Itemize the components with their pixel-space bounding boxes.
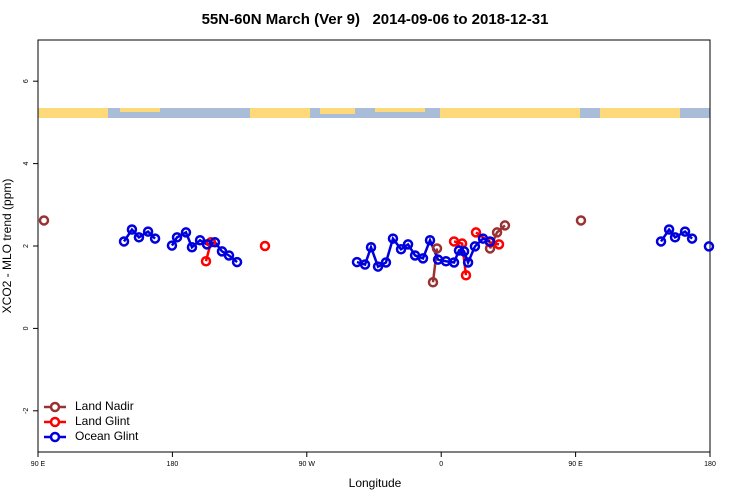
data-point (231, 256, 243, 268)
data-point (149, 233, 161, 244)
data-point (223, 250, 235, 261)
data-point (470, 227, 482, 238)
data-point (424, 234, 436, 246)
data-point (387, 233, 399, 244)
map-land (375, 108, 425, 112)
data-point (402, 239, 414, 250)
legend-label: Ocean Glint (75, 429, 139, 443)
x-tick-label: 180 (704, 461, 716, 468)
x-tick-label: 90 W (299, 461, 316, 468)
data-point (453, 245, 465, 256)
legend-label: Land Nadir (75, 399, 134, 413)
x-tick-label: 0 (439, 461, 443, 468)
data-point (575, 215, 587, 226)
data-point (142, 226, 154, 237)
data-point (126, 224, 138, 235)
y-tick-label: 6 (23, 79, 30, 83)
y-tick-label: 0 (23, 326, 30, 330)
series-line (124, 230, 709, 267)
data-point (209, 237, 221, 248)
map-land (120, 108, 160, 112)
y-tick-label: 4 (23, 162, 30, 166)
data-point (431, 243, 443, 254)
data-point (462, 257, 474, 268)
data-point (180, 227, 192, 238)
data-point (679, 226, 691, 237)
data-point (448, 257, 460, 268)
data-point (395, 244, 407, 255)
x-axis-label: Longitude (349, 476, 402, 490)
map-land (250, 108, 310, 118)
legend-marker (49, 431, 61, 443)
map-land (38, 108, 108, 118)
data-point (460, 270, 472, 281)
y-tick-label: -2 (23, 408, 30, 414)
data-point (484, 236, 496, 247)
data-point (669, 232, 681, 243)
y-tick-label: 2 (23, 244, 30, 248)
data-point (417, 253, 429, 264)
map-land (320, 108, 355, 114)
data-point (499, 220, 511, 231)
data-point (458, 246, 470, 257)
data-point (200, 255, 212, 267)
chart-title: 55N-60N March (Ver 9) 2014-09-06 to 2018… (202, 11, 549, 28)
legend-marker (49, 416, 61, 428)
map-ocean (38, 108, 710, 118)
x-tick-label: 90 E (568, 461, 583, 468)
data-point (663, 224, 675, 235)
legend-label: Land Glint (75, 414, 130, 428)
map-strip (38, 108, 710, 118)
data-point (259, 240, 271, 252)
data-point (166, 240, 178, 251)
data-point (491, 227, 503, 238)
x-tick-label: 90 E (31, 461, 46, 468)
data-point (686, 233, 698, 244)
data-point (365, 241, 377, 253)
data-point (372, 261, 384, 272)
data-point (359, 259, 371, 270)
data-point (469, 241, 481, 252)
map-land (440, 108, 580, 118)
data-point (186, 241, 198, 253)
data-point (38, 215, 50, 226)
x-tick-label: 180 (167, 461, 179, 468)
legend-marker (49, 401, 61, 413)
data-point (133, 232, 145, 243)
data-point (171, 232, 183, 243)
data-point (380, 257, 392, 268)
map-land (600, 108, 680, 118)
y-axis-label: XCO2 - MLO trend (ppm) (0, 179, 14, 314)
data-point (493, 239, 505, 250)
data-point (655, 236, 667, 247)
data-point (118, 236, 130, 247)
data-point (703, 241, 715, 252)
data-point (427, 277, 439, 288)
